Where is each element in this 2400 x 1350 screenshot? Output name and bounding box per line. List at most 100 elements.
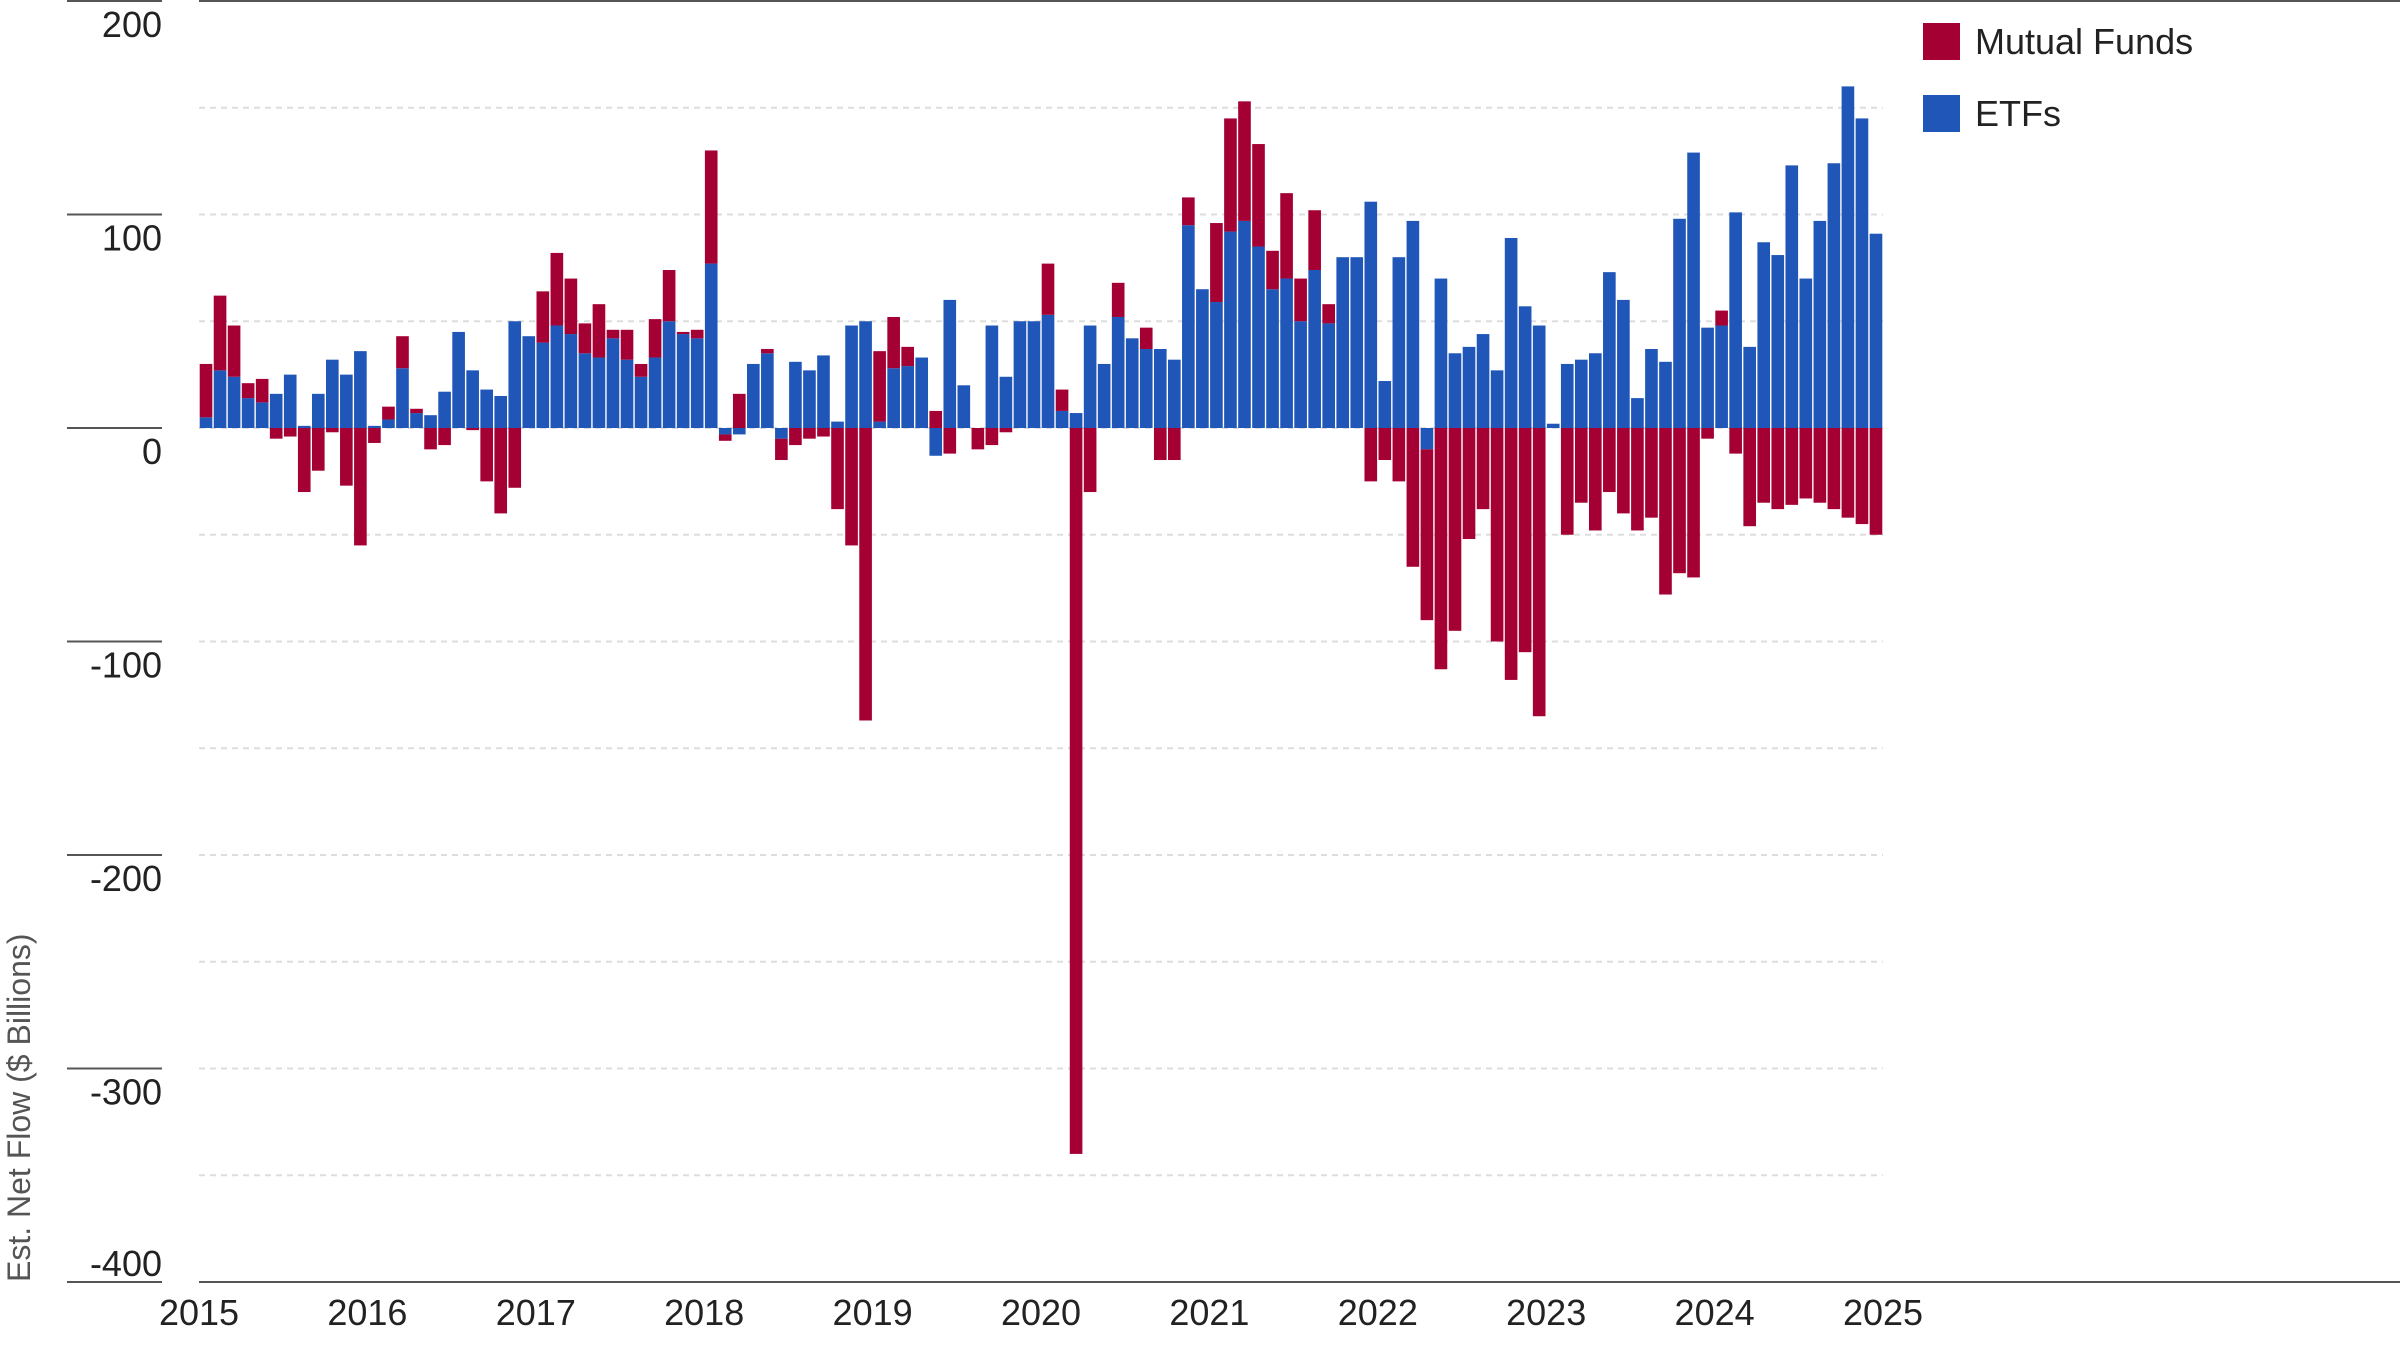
x-tick-label: 2020 xyxy=(1001,1292,1081,1333)
y-tick-label: -200 xyxy=(90,858,162,899)
bar xyxy=(396,336,409,369)
bar xyxy=(1083,325,1097,428)
bar xyxy=(873,351,886,422)
bar xyxy=(340,374,353,428)
bar xyxy=(1532,325,1546,428)
bar xyxy=(1168,359,1181,428)
bar xyxy=(1603,272,1616,428)
bar xyxy=(1322,323,1335,428)
bar xyxy=(1813,220,1827,428)
bar xyxy=(494,395,508,428)
bar xyxy=(297,425,311,428)
bar xyxy=(761,353,774,428)
bar xyxy=(1729,428,1742,454)
bar xyxy=(789,428,802,446)
y-tick-label: 200 xyxy=(102,4,162,45)
bar xyxy=(803,370,816,428)
bar xyxy=(1041,314,1055,428)
bar xyxy=(311,393,325,428)
bar xyxy=(1153,349,1167,428)
x-tick-label: 2017 xyxy=(496,1292,576,1333)
x-tick-label: 2021 xyxy=(1169,1292,1249,1333)
bar xyxy=(1069,428,1083,1154)
bar xyxy=(1589,353,1602,428)
bar xyxy=(1210,302,1223,428)
bar xyxy=(1434,428,1448,670)
bar xyxy=(1715,310,1728,326)
bar xyxy=(1631,398,1644,428)
bar xyxy=(1771,255,1785,428)
bar xyxy=(1420,449,1434,621)
bar xyxy=(1504,428,1518,680)
bar xyxy=(1560,363,1574,428)
bar xyxy=(1574,428,1588,503)
bar xyxy=(999,428,1013,433)
bar xyxy=(1448,353,1462,428)
bar xyxy=(1336,257,1350,428)
bar xyxy=(227,376,241,428)
bar xyxy=(1476,334,1490,428)
legend-swatch xyxy=(1923,95,1960,132)
bar xyxy=(1673,428,1686,574)
bar xyxy=(1715,325,1728,428)
bar xyxy=(1673,218,1686,428)
bar xyxy=(480,428,493,482)
bar xyxy=(1448,428,1462,631)
bar xyxy=(227,325,241,377)
bar xyxy=(887,316,900,369)
bar xyxy=(1617,428,1630,514)
bar xyxy=(199,363,213,418)
bar xyxy=(732,393,746,428)
bar xyxy=(817,355,830,428)
bar xyxy=(1280,193,1293,279)
bar xyxy=(1210,223,1223,303)
bar xyxy=(1659,428,1672,595)
y-tick-label: -400 xyxy=(90,1243,162,1284)
bar xyxy=(662,270,676,322)
bar xyxy=(494,428,508,514)
bar xyxy=(1182,225,1195,428)
bar xyxy=(887,368,900,428)
x-tick-label: 2015 xyxy=(159,1292,239,1333)
bar xyxy=(311,428,325,471)
bar xyxy=(620,329,634,360)
bar xyxy=(1280,278,1293,428)
bar xyxy=(1308,210,1321,271)
bar xyxy=(550,325,564,428)
x-tick-label: 2022 xyxy=(1338,1292,1418,1333)
bar xyxy=(1462,346,1476,428)
legend-label: ETFs xyxy=(1975,93,2061,134)
bar xyxy=(1574,359,1588,428)
bar xyxy=(676,334,690,428)
bar xyxy=(1097,363,1111,428)
bar xyxy=(606,338,620,428)
bar xyxy=(1659,361,1672,428)
bar xyxy=(676,331,690,335)
x-tick-label: 2016 xyxy=(327,1292,407,1333)
x-tick-label: 2025 xyxy=(1843,1292,1923,1333)
bar xyxy=(1785,165,1799,428)
bar xyxy=(326,428,339,433)
bar xyxy=(1841,86,1855,429)
bar xyxy=(859,321,872,428)
bar xyxy=(943,299,957,428)
bar xyxy=(1392,257,1406,428)
bar xyxy=(845,428,858,546)
bar xyxy=(1013,321,1027,428)
bar xyxy=(704,150,718,264)
bar xyxy=(241,398,255,428)
bar xyxy=(1266,250,1279,290)
bar xyxy=(424,415,437,428)
bar xyxy=(578,323,592,354)
bar xyxy=(1364,201,1378,428)
bar xyxy=(845,325,858,428)
bar xyxy=(1560,428,1574,535)
bar xyxy=(901,346,914,367)
bar xyxy=(985,428,999,446)
bar xyxy=(536,342,550,428)
bar xyxy=(1771,428,1785,510)
bar xyxy=(1378,381,1392,428)
bar xyxy=(1504,237,1518,428)
bar xyxy=(1139,349,1153,428)
